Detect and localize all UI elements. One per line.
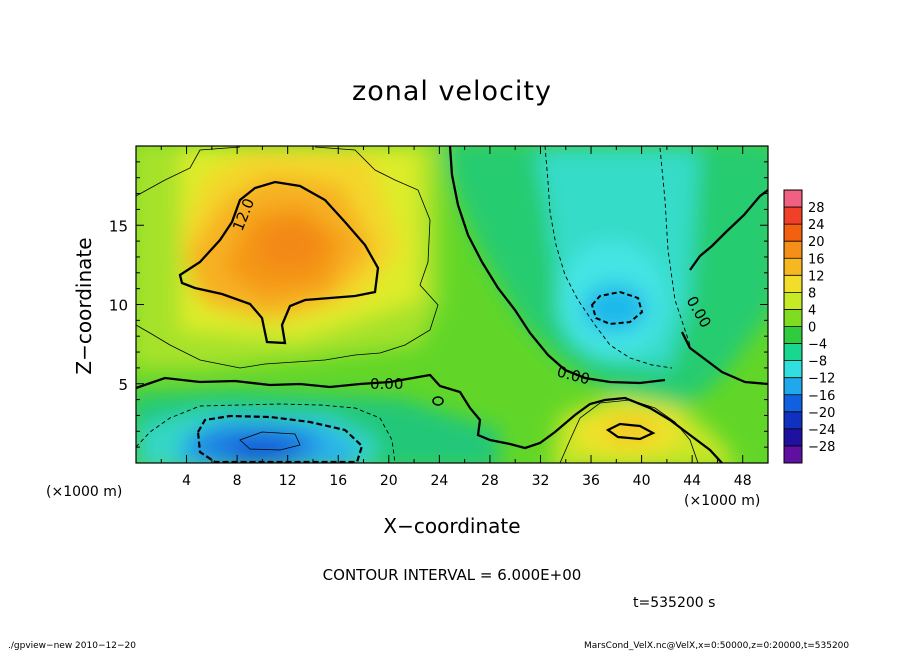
contour-zero-right-lower bbox=[680, 331, 768, 386]
contour-12-upper-left bbox=[178, 180, 380, 345]
colorbar-swatch bbox=[784, 360, 802, 378]
contour-label-zero-low: 0.00 bbox=[370, 375, 403, 393]
contour-zero-right bbox=[689, 189, 768, 271]
x-tick-label: 12 bbox=[279, 473, 297, 489]
time-stamp: t=535200 s bbox=[633, 595, 716, 611]
x-axis-label: X−coordinate bbox=[383, 514, 521, 538]
colorbar-label: −8 bbox=[808, 355, 827, 370]
colorbar-swatch bbox=[784, 309, 802, 327]
colorbar-swatch bbox=[784, 224, 802, 242]
contour-interval-note: CONTOUR INTERVAL = 6.000E+00 bbox=[322, 566, 582, 584]
colorbar-swatch bbox=[784, 394, 802, 413]
heatmap-field bbox=[136, 146, 768, 463]
x-axis: 4 8 12 16 20 24 28 32 36 40 44 48 bbox=[160, 146, 752, 489]
colorbar-swatch bbox=[784, 190, 802, 208]
x-tick-label: 16 bbox=[329, 473, 347, 489]
y-tick-label: 5 bbox=[118, 376, 128, 394]
colorbar: 28 24 20 16 12 8 4 0 −4 −8 −12 −16 −20 −24 −28 bbox=[783, 189, 835, 464]
contour-6-lower-right bbox=[559, 399, 699, 463]
contour-12-lower-right bbox=[605, 422, 656, 441]
x-tick-label: 44 bbox=[683, 473, 701, 489]
colorbar-label: −4 bbox=[808, 338, 827, 353]
x-tick-label: 4 bbox=[182, 473, 191, 489]
contour-minus6-lower bbox=[136, 403, 396, 463]
colorbar-label: 12 bbox=[808, 269, 825, 284]
colorbar-label: −12 bbox=[808, 372, 835, 387]
colorbar-swatch bbox=[784, 411, 802, 430]
y-tick-label: 15 bbox=[109, 217, 128, 235]
colorbar-label: −16 bbox=[808, 389, 835, 404]
x-tick-label: 24 bbox=[430, 473, 448, 489]
chart-title: zonal velocity bbox=[352, 76, 552, 107]
colorbar-swatch bbox=[784, 428, 802, 447]
colorbar-swatch bbox=[784, 292, 802, 310]
colorbar-label: 24 bbox=[808, 218, 825, 233]
x-axis-unit-right: (×1000 m) bbox=[684, 493, 761, 509]
contour-6-ring bbox=[136, 146, 439, 369]
contour-minus12-jet bbox=[196, 414, 364, 463]
contour-minus12-inner bbox=[239, 431, 301, 451]
colorbar-swatch bbox=[784, 207, 802, 225]
colorbar-label: 0 bbox=[808, 321, 816, 336]
colorbar-label: 16 bbox=[808, 252, 825, 267]
colorbar-label: 8 bbox=[808, 286, 816, 301]
x-tick-label: 32 bbox=[532, 473, 550, 489]
colorbar-label: −20 bbox=[808, 406, 835, 421]
x-tick-label: 40 bbox=[633, 473, 651, 489]
colorbar-swatch bbox=[784, 445, 802, 464]
contour-small-blob bbox=[432, 396, 444, 406]
contour-minus12-cell bbox=[590, 290, 644, 326]
colorbar-swatch bbox=[784, 241, 802, 259]
y-axis: 5 10 15 bbox=[109, 161, 768, 448]
colorbar-swatch bbox=[784, 326, 802, 344]
colorbar-label: 4 bbox=[808, 303, 816, 318]
colorbar-label: −24 bbox=[808, 423, 835, 438]
colorbar-swatch bbox=[784, 377, 802, 396]
footer-program: ./gpview−new 2010−12−20 bbox=[8, 641, 136, 651]
contour-minus6-upper bbox=[544, 146, 673, 369]
colorbar-label: 28 bbox=[808, 201, 825, 216]
colorbar-swatch bbox=[784, 258, 802, 276]
x-tick-label: 28 bbox=[481, 473, 499, 489]
colorbar-label: 20 bbox=[808, 235, 825, 250]
colorbar-swatch bbox=[784, 275, 802, 293]
contour-zero-central bbox=[448, 146, 666, 385]
x-tick-label: 36 bbox=[582, 473, 600, 489]
y-tick-label: 10 bbox=[109, 297, 128, 315]
x-tick-label: 8 bbox=[233, 473, 242, 489]
colorbar-label: −28 bbox=[808, 440, 835, 455]
contour-minus6-edge bbox=[659, 147, 691, 346]
footer-source: MarsCond_VelX.nc@VelX,x=0:50000,z=0:2000… bbox=[584, 641, 850, 651]
x-axis-unit-left: (×1000 m) bbox=[46, 484, 123, 500]
colorbar-swatch bbox=[784, 343, 802, 361]
x-tick-label: 48 bbox=[734, 473, 752, 489]
contour-lines bbox=[136, 146, 768, 463]
x-tick-label: 20 bbox=[380, 473, 398, 489]
